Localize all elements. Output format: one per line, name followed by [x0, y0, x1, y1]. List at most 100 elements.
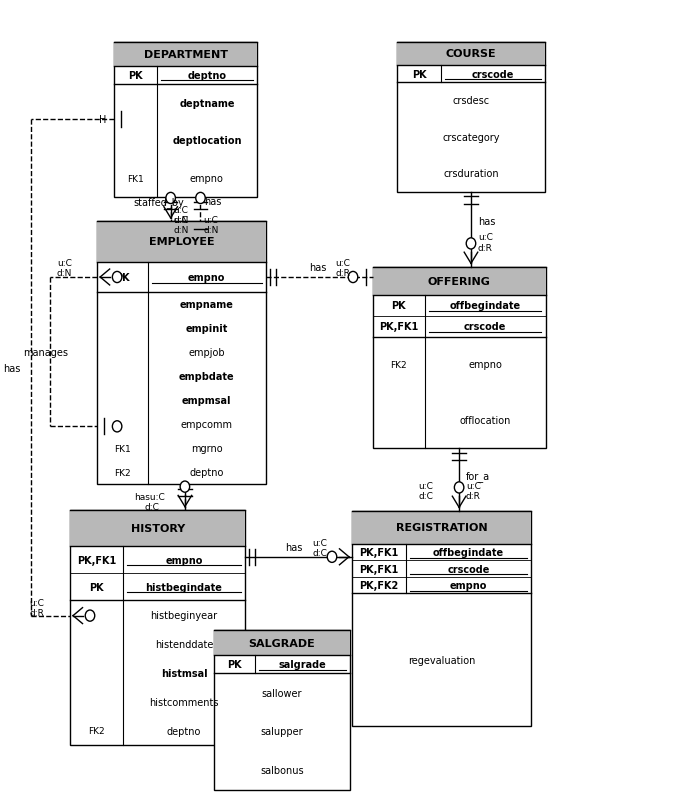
- Text: DEPARTMENT: DEPARTMENT: [144, 50, 228, 59]
- Text: sallower: sallower: [262, 688, 302, 698]
- Text: histenddate: histenddate: [155, 639, 213, 649]
- Text: salbonus: salbonus: [260, 765, 304, 776]
- Circle shape: [466, 238, 475, 249]
- Text: histbeginyear: histbeginyear: [150, 610, 217, 620]
- Text: u:C
d:C: u:C d:C: [313, 538, 327, 557]
- Text: mgrno: mgrno: [191, 444, 223, 454]
- Text: PK,FK1: PK,FK1: [359, 548, 398, 557]
- Text: crscategory: crscategory: [442, 132, 500, 143]
- Bar: [70, 510, 245, 546]
- Circle shape: [86, 610, 95, 622]
- Text: u:C
d:R: u:C d:R: [466, 481, 481, 500]
- Text: deptno: deptno: [167, 726, 201, 735]
- Text: u:C
d:R: u:C d:R: [30, 598, 45, 618]
- Circle shape: [180, 481, 190, 492]
- Text: empno: empno: [190, 174, 224, 184]
- Bar: [397, 43, 545, 66]
- Text: salgrade: salgrade: [278, 659, 326, 669]
- Circle shape: [454, 482, 464, 493]
- Bar: [115, 43, 257, 198]
- Text: PK,FK2: PK,FK2: [359, 581, 398, 590]
- Text: deptlocation: deptlocation: [172, 136, 242, 146]
- Text: u:C
d:C: u:C d:C: [418, 481, 433, 500]
- Text: crscode: crscode: [472, 70, 514, 79]
- Circle shape: [327, 552, 337, 563]
- Text: staffed_by: staffed_by: [133, 196, 184, 208]
- Text: has: has: [204, 197, 222, 207]
- Circle shape: [112, 421, 122, 432]
- Text: PK: PK: [115, 273, 130, 282]
- Text: SALGRADE: SALGRADE: [248, 638, 315, 648]
- Text: has: has: [309, 263, 326, 273]
- Bar: [115, 43, 257, 67]
- Text: FK2: FK2: [391, 361, 407, 370]
- Text: empno: empno: [188, 273, 226, 282]
- Text: empname: empname: [180, 300, 234, 310]
- Text: empmsal: empmsal: [182, 395, 231, 406]
- Text: for_a: for_a: [466, 471, 490, 481]
- Text: d:C: d:C: [144, 502, 159, 512]
- Text: crsdesc: crsdesc: [453, 96, 489, 106]
- Text: empcomm: empcomm: [181, 419, 233, 430]
- Text: empno: empno: [166, 555, 203, 565]
- Text: empbdate: empbdate: [179, 371, 235, 382]
- Circle shape: [196, 193, 205, 205]
- Text: FK1: FK1: [115, 444, 131, 453]
- Bar: [70, 510, 245, 745]
- Bar: [373, 267, 546, 449]
- Text: COURSE: COURSE: [446, 49, 496, 59]
- Text: offbegindate: offbegindate: [449, 301, 520, 311]
- Bar: [214, 630, 350, 655]
- Bar: [352, 511, 531, 545]
- Text: u:C
d:N: u:C d:N: [57, 258, 72, 277]
- Text: u:C
d:N: u:C d:N: [173, 215, 189, 235]
- Text: offlocation: offlocation: [460, 416, 511, 426]
- Bar: [352, 511, 531, 726]
- Text: hasu:C: hasu:C: [134, 493, 165, 502]
- Circle shape: [112, 272, 122, 283]
- Text: PK,FK1: PK,FK1: [379, 322, 418, 332]
- Text: deptname: deptname: [179, 99, 235, 108]
- Text: u:C
d:N: u:C d:N: [203, 215, 219, 235]
- Text: offbegindate: offbegindate: [433, 548, 504, 557]
- Text: OFFERING: OFFERING: [428, 276, 491, 286]
- Text: FK2: FK2: [88, 726, 105, 735]
- Text: PK: PK: [227, 659, 242, 669]
- Text: histmsal: histmsal: [161, 668, 207, 678]
- Bar: [214, 630, 350, 790]
- Text: regevaluation: regevaluation: [408, 655, 475, 665]
- Text: PK: PK: [391, 301, 406, 311]
- Text: u:C
d:R: u:C d:R: [335, 258, 351, 277]
- Bar: [373, 267, 546, 295]
- Text: deptno: deptno: [190, 468, 224, 478]
- Text: crscode: crscode: [447, 564, 490, 574]
- Text: salupper: salupper: [261, 727, 303, 736]
- Text: FK1: FK1: [128, 175, 144, 184]
- Text: histcomments: histcomments: [149, 697, 219, 707]
- Text: has: has: [3, 363, 21, 373]
- Text: has: has: [477, 217, 495, 227]
- Text: empno: empno: [450, 581, 487, 590]
- Text: empinit: empinit: [186, 324, 228, 334]
- Text: REGISTRATION: REGISTRATION: [395, 523, 487, 533]
- Text: PK: PK: [89, 582, 104, 592]
- Circle shape: [348, 272, 357, 283]
- Text: PK: PK: [412, 70, 426, 79]
- Text: HISTORY: HISTORY: [130, 524, 185, 533]
- Text: crsduration: crsduration: [443, 169, 499, 179]
- Text: empno: empno: [468, 360, 502, 370]
- Bar: [97, 222, 266, 484]
- Text: crscode: crscode: [464, 322, 506, 332]
- Bar: [97, 222, 266, 262]
- Text: empjob: empjob: [188, 348, 225, 358]
- Text: PK: PK: [128, 71, 143, 80]
- Text: PK,FK1: PK,FK1: [77, 555, 116, 565]
- Text: PK,FK1: PK,FK1: [359, 564, 398, 574]
- Bar: [397, 43, 545, 192]
- Text: u:C
d:N: u:C d:N: [173, 206, 189, 225]
- Text: histbegindate: histbegindate: [146, 582, 222, 592]
- Text: manages: manages: [23, 347, 68, 357]
- Circle shape: [166, 193, 175, 205]
- Text: deptno: deptno: [188, 71, 226, 80]
- Text: FK2: FK2: [115, 468, 131, 477]
